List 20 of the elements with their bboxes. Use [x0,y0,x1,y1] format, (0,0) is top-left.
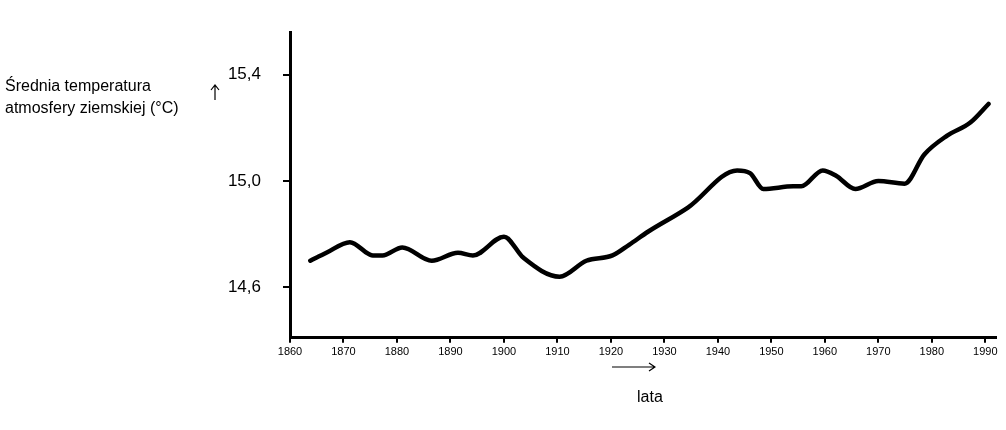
x-tick-label: 1960 [812,345,838,358]
x-tick-label: 1910 [545,345,570,358]
x-tick-label: 1980 [919,345,945,358]
x-tick-label: 1900 [491,345,517,358]
x-tick-label: 1920 [598,345,624,358]
x-tick-label: 1870 [331,345,356,358]
x-tick-label: 1860 [277,345,303,358]
x-tick-label: 1990 [973,345,998,358]
x-tick-label: 1940 [705,345,731,358]
x-tick-label: 1950 [759,345,784,358]
x-tick-label: 1890 [438,345,463,358]
y-tick-label: 15,0 [227,170,261,190]
y-tick-label: 15,4 [227,64,261,84]
y-axis-title: Średnia temperatura atmosfery ziemskiej (°C) [5,75,180,118]
y-tick-label: 14,6 [227,277,261,296]
x-tick-label: 1930 [652,345,677,358]
line-series [308,101,991,279]
x-tick-label: 1880 [384,345,410,358]
x-axis-title: lata [637,388,663,406]
x-tick-label: 1970 [866,345,891,358]
